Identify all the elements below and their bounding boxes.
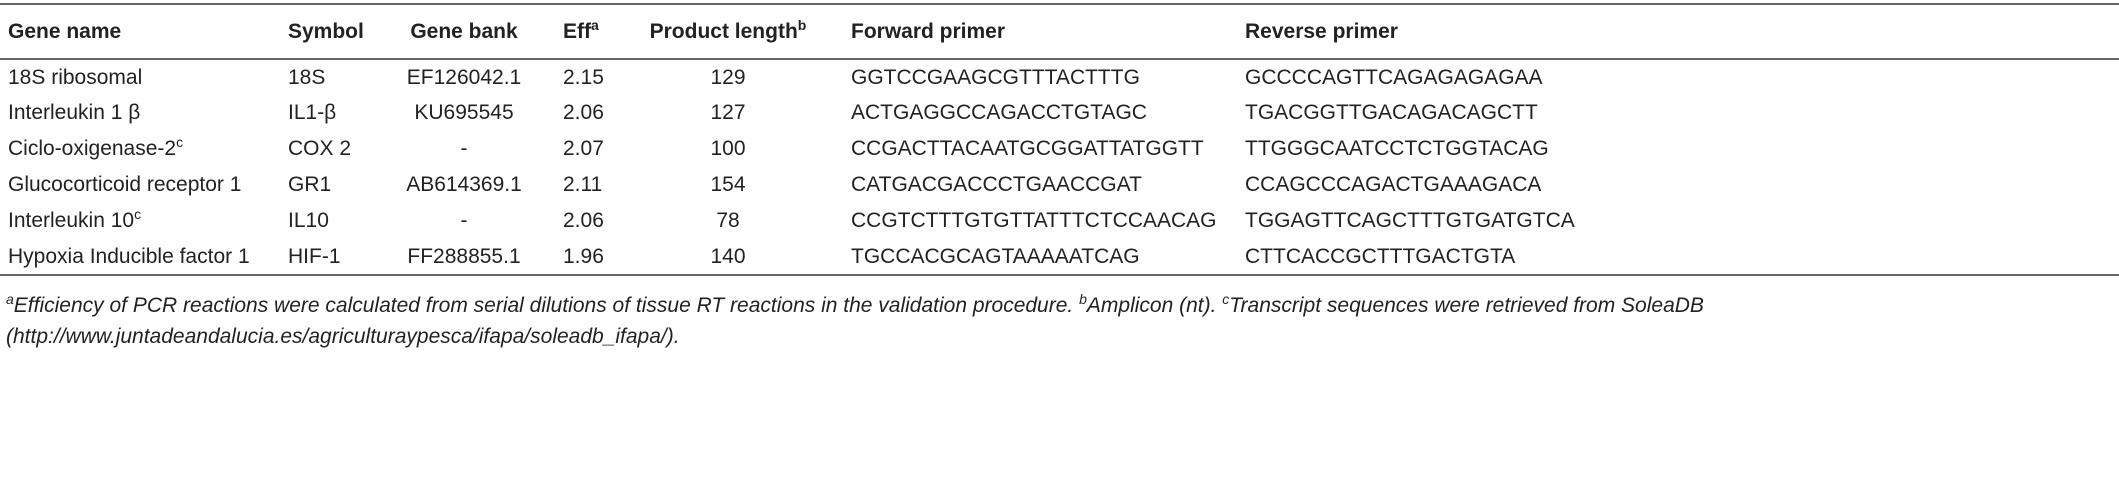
table-cell: 18S ribosomal (8, 65, 143, 89)
table-cell: IL1-β (288, 101, 337, 124)
table-cell: Ciclo-oxigenase-2c (0, 131, 280, 167)
header-cell: Symbol (288, 19, 364, 43)
table-cell: 78 (716, 209, 740, 232)
footnote-text: Amplicon (nt). (1086, 294, 1217, 317)
table-cell: TTGGGCAATCCTCTGGTACAG (1245, 137, 1549, 160)
table-cell: TGCCACGCAGTAAAAATCAG (851, 244, 1140, 268)
cell-text: Eff (563, 19, 591, 43)
page: Gene name Symbol Gene bank Effa Product leng… (0, 3, 2119, 479)
table-row: Hypoxia Inducible factor 1 HIF-1 FF288855.… (0, 239, 2119, 275)
table-cell: GCCCCAGTTCAGAGAGAGAA (1245, 65, 1543, 89)
table-cell: - (460, 209, 468, 232)
table-cell: EF126042.1 (406, 65, 522, 89)
table-cell: 154 (710, 173, 746, 196)
table-cell: IL10 (288, 209, 329, 232)
footnote-mark: b (1079, 291, 1087, 307)
table-cell: CCGTCTTTGTGTTATTTCTCCAACAG (851, 209, 1217, 232)
table-cell: 129 (710, 65, 746, 89)
table-cell: HIF-1 (288, 244, 341, 268)
cell-text: Product length (649, 19, 798, 43)
footnote-text: Transcript sequences were retrieved from… (6, 294, 1704, 348)
table-cell: 2.07 (563, 137, 604, 160)
table-body: 18S ribosomal 18S EF126042.1 2.15 129 GGTCCGA… (0, 59, 2119, 275)
table-row: Interleukin 10c IL10 - 2.06 78 CCGTCTTTGTGTTA… (0, 203, 2119, 239)
table-row: Interleukin 1 β IL1-β KU695545 2.06 127 ACTGA… (0, 95, 2119, 131)
header-cell: Product lengthb (613, 4, 843, 59)
table-row: 18S ribosomal 18S EF126042.1 2.15 129 GGTCCGA… (0, 59, 2119, 95)
footnote-mark: b (797, 16, 807, 33)
footnote-mark: c (176, 134, 184, 150)
table-cell: CTTCACCGCTTTGACTGTA (1245, 244, 1516, 268)
header-cell: Reverse primer (1245, 19, 1398, 43)
table-cell: 140 (710, 244, 746, 268)
table-cell: GGTCCGAAGCGTTTACTTTG (851, 65, 1140, 89)
header-cell: Gene name (8, 19, 122, 43)
table-cell: ACTGAGGCCAGACCTGTAGC (851, 101, 1147, 124)
table-cell: 2.11 (563, 173, 603, 196)
table-cell: 1.96 (563, 244, 604, 268)
table-row: Glucocorticoid receptor 1 GR1 AB614369.1 2.… (0, 167, 2119, 203)
table-cell: 18S (288, 65, 326, 89)
footnote-mark: c (134, 206, 142, 222)
table-cell: CATGACGACCCTGAACCGAT (851, 173, 1142, 196)
cell-text: Interleukin 10 (8, 209, 135, 232)
table-cell: Interleukin 1 β (8, 101, 141, 124)
footnote-mark: a (591, 16, 599, 33)
footnote-text: Efficiency of PCR reactions were calcula… (13, 294, 1074, 317)
table-header: Gene name Symbol Gene bank Effa Product leng… (0, 4, 2119, 59)
table-cell: CCGACTTACAATGCGGATTATGGTT (851, 137, 1204, 160)
table-cell: AB614369.1 (406, 173, 522, 196)
table-cell: GR1 (288, 173, 332, 196)
primer-table: Gene name Symbol Gene bank Effa Product leng… (0, 3, 2119, 276)
table-cell: Interleukin 10c (0, 203, 280, 239)
table-cell: 2.06 (563, 209, 604, 232)
table-cell: FF288855.1 (407, 244, 521, 268)
footnote-mark: a (6, 291, 14, 307)
header-cell: Gene bank (410, 19, 518, 43)
table-cell: COX 2 (288, 137, 352, 160)
table-cell: CCAGCCCAGACTGAAAGACA (1245, 173, 1542, 196)
header-cell: Forward primer (851, 19, 1006, 43)
table-cell: KU695545 (414, 101, 514, 124)
header-cell: Effa (543, 4, 613, 59)
table-cell: 2.06 (563, 101, 604, 124)
table-cell: 127 (710, 101, 746, 124)
table-cell: Hypoxia Inducible factor 1 (8, 244, 250, 268)
footnote-mark: c (1222, 291, 1230, 307)
cell-text: Ciclo-oxigenase-2 (8, 137, 177, 160)
table-cell: 100 (710, 137, 746, 160)
table-cell: 2.15 (563, 65, 604, 89)
table-cell: Glucocorticoid receptor 1 (8, 173, 242, 196)
table-cell: TGGAGTTCAGCTTTGTGATGTCA (1245, 209, 1575, 232)
table-cell: - (460, 137, 468, 160)
footnotes: aEfficiency of PCR reactions were calcul… (0, 276, 2114, 352)
table-row: Ciclo-oxigenase-2c COX 2 - 2.07 100 CCGACTTAC… (0, 131, 2119, 167)
header-row: Gene name Symbol Gene bank Effa Product leng… (0, 4, 2119, 59)
table-cell: TGACGGTTGACAGACAGCTT (1245, 101, 1538, 124)
